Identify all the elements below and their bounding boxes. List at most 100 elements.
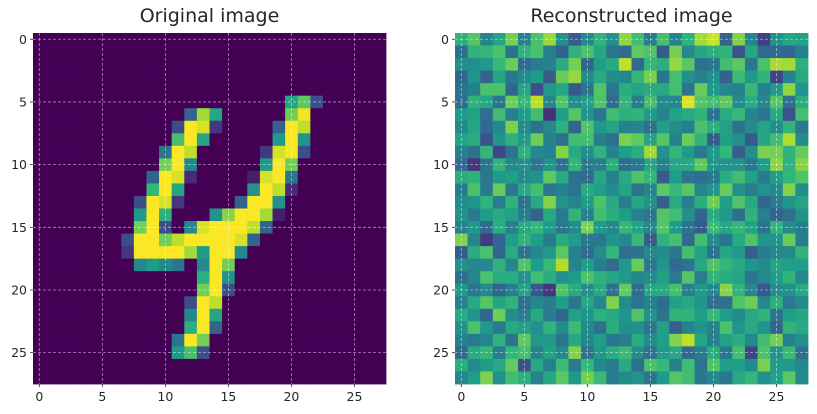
heatmap-cell xyxy=(631,195,645,209)
heatmap-cell xyxy=(272,195,286,209)
heatmap-cell xyxy=(505,371,519,385)
heatmap-cell xyxy=(310,120,324,134)
heatmap-cell xyxy=(656,170,670,184)
heatmap-cell xyxy=(719,208,733,222)
heatmap-cell xyxy=(656,258,670,272)
heatmap-cell xyxy=(209,170,223,184)
heatmap-cell xyxy=(70,271,84,285)
heatmap-cell xyxy=(360,158,374,172)
heatmap-cell xyxy=(209,346,223,360)
heatmap-cell xyxy=(322,183,336,197)
heatmap-cell xyxy=(234,83,248,97)
heatmap-cell xyxy=(45,308,59,322)
heatmap-cell xyxy=(146,183,160,197)
heatmap-cell xyxy=(83,195,97,209)
heatmap-cell xyxy=(171,120,185,134)
heatmap-cell xyxy=(606,296,620,310)
heatmap-cell xyxy=(480,296,494,310)
heatmap-cell xyxy=(70,346,84,360)
heatmap-cell xyxy=(209,133,223,147)
heatmap-cell xyxy=(606,70,620,84)
heatmap-cell xyxy=(58,208,72,222)
heatmap-cell xyxy=(681,371,695,385)
heatmap-cell xyxy=(518,371,532,385)
heatmap-cell xyxy=(322,208,336,222)
heatmap-cell xyxy=(373,170,387,184)
heatmap-cell xyxy=(171,358,185,372)
heatmap-cell xyxy=(530,296,544,310)
heatmap-cell xyxy=(310,58,324,72)
heatmap-cell xyxy=(133,58,147,72)
heatmap-cell xyxy=(360,195,374,209)
heatmap-cell xyxy=(184,333,198,347)
heatmap-cell xyxy=(310,45,324,59)
heatmap-cell xyxy=(732,346,746,360)
heatmap-cell xyxy=(492,33,506,46)
heatmap-cell xyxy=(782,158,796,172)
y-tick-label: 20 xyxy=(433,282,449,297)
heatmap-cell xyxy=(297,271,311,285)
original-cells xyxy=(33,33,387,385)
heatmap-cell xyxy=(782,246,796,260)
heatmap-cell xyxy=(618,108,632,122)
heatmap-cell xyxy=(581,371,595,385)
heatmap-cell xyxy=(159,246,173,260)
heatmap-cell xyxy=(373,321,387,335)
heatmap-cell xyxy=(121,70,135,84)
heatmap-cell xyxy=(272,271,286,285)
heatmap-cell xyxy=(757,233,771,247)
heatmap-cell xyxy=(196,296,210,310)
heatmap-cell xyxy=(543,83,557,97)
heatmap-cell xyxy=(335,158,349,172)
heatmap-cell xyxy=(581,145,595,159)
heatmap-cell xyxy=(360,108,374,122)
heatmap-cell xyxy=(568,133,582,147)
heatmap-cell xyxy=(196,358,210,372)
heatmap-cell xyxy=(530,195,544,209)
heatmap-cell xyxy=(234,170,248,184)
heatmap-cell xyxy=(196,271,210,285)
heatmap-cell xyxy=(719,308,733,322)
y-tick-label: 10 xyxy=(11,157,27,172)
heatmap-cell xyxy=(58,133,72,147)
heatmap-cell xyxy=(530,45,544,59)
heatmap-cell xyxy=(631,145,645,159)
y-tick-label: 5 xyxy=(441,94,449,109)
heatmap-cell xyxy=(259,371,273,385)
heatmap-cell xyxy=(656,371,670,385)
heatmap-cell xyxy=(108,258,122,272)
heatmap-cell xyxy=(297,308,311,322)
heatmap-cell xyxy=(707,321,721,335)
heatmap-cell xyxy=(618,321,632,335)
heatmap-cell xyxy=(108,145,122,159)
heatmap-cell xyxy=(373,195,387,209)
heatmap-cell xyxy=(543,358,557,372)
heatmap-cell xyxy=(543,246,557,260)
heatmap-cell xyxy=(171,296,185,310)
heatmap-cell xyxy=(146,33,160,46)
heatmap-cell xyxy=(209,120,223,134)
heatmap-cell xyxy=(45,358,59,372)
heatmap-cell xyxy=(757,195,771,209)
heatmap-cell xyxy=(184,233,198,247)
heatmap-cell xyxy=(285,346,299,360)
heatmap-cell xyxy=(744,195,758,209)
heatmap-cell xyxy=(96,271,110,285)
heatmap-cell xyxy=(83,371,97,385)
heatmap-cell xyxy=(297,296,311,310)
heatmap-cell xyxy=(184,70,198,84)
heatmap-cell xyxy=(45,221,59,234)
heatmap-cell xyxy=(782,333,796,347)
heatmap-cell xyxy=(209,183,223,197)
heatmap-cell xyxy=(480,58,494,72)
heatmap-cell xyxy=(159,45,173,59)
heatmap-cell xyxy=(744,246,758,260)
heatmap-cell xyxy=(732,83,746,97)
heatmap-cell xyxy=(656,58,670,72)
heatmap-cell xyxy=(83,83,97,97)
heatmap-cell xyxy=(121,108,135,122)
heatmap-cell xyxy=(159,170,173,184)
heatmap-cell xyxy=(581,170,595,184)
heatmap-cell xyxy=(656,308,670,322)
heatmap-cell xyxy=(171,70,185,84)
